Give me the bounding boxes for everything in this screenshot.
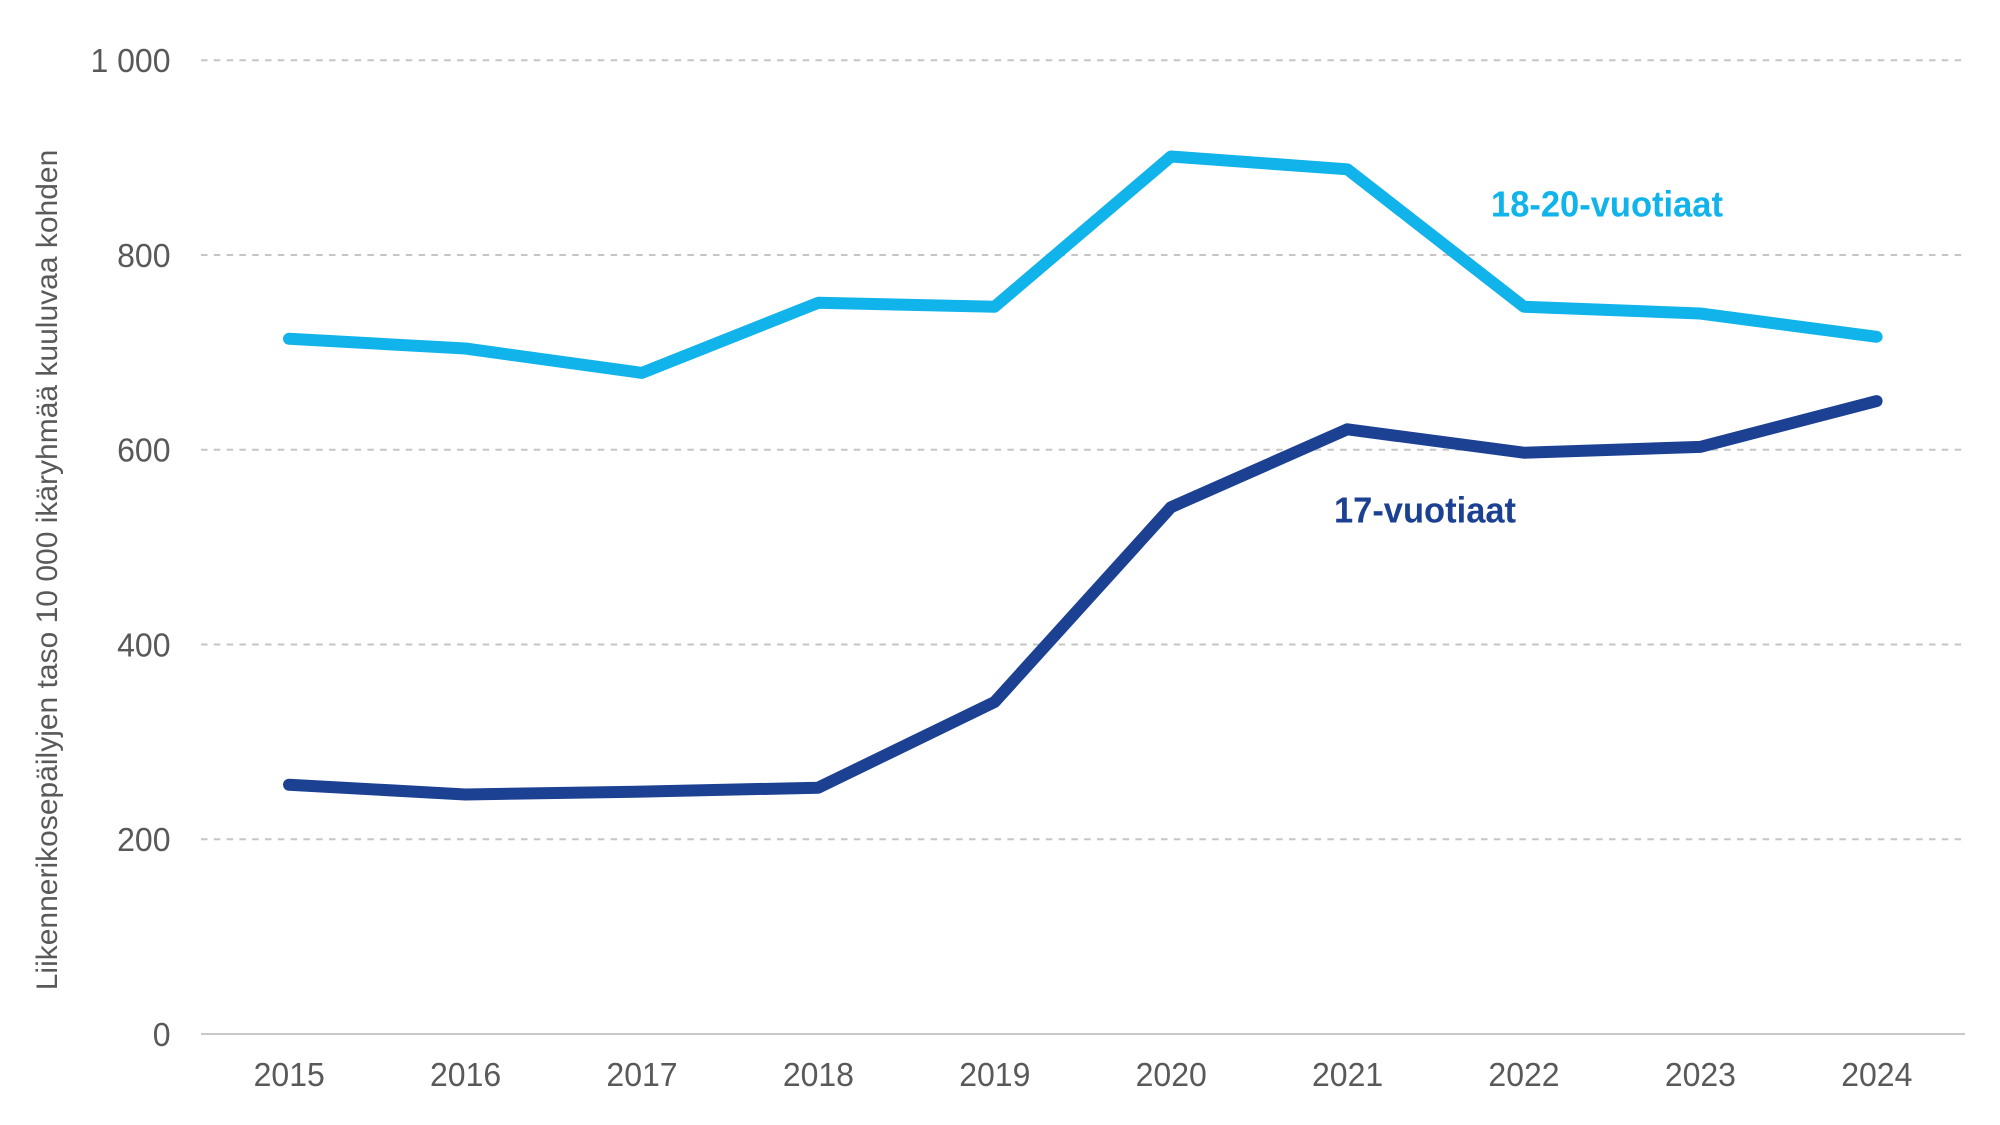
svg-text:1 000: 1 000 — [90, 41, 170, 79]
svg-text:2017: 2017 — [606, 1055, 677, 1093]
svg-text:2022: 2022 — [1488, 1055, 1559, 1093]
svg-text:2016: 2016 — [430, 1055, 501, 1093]
svg-text:0: 0 — [153, 1015, 171, 1053]
svg-text:2019: 2019 — [959, 1055, 1030, 1093]
svg-text:2024: 2024 — [1841, 1055, 1912, 1093]
svg-text:2023: 2023 — [1665, 1055, 1736, 1093]
svg-text:800: 800 — [117, 236, 170, 274]
svg-text:400: 400 — [117, 626, 170, 664]
svg-text:17-vuotiaat: 17-vuotiaat — [1334, 491, 1516, 531]
svg-text:600: 600 — [117, 431, 170, 469]
svg-text:2015: 2015 — [254, 1055, 325, 1093]
svg-text:Liikennerikosepäilyjen taso 10: Liikennerikosepäilyjen taso 10 000 ikäry… — [31, 150, 64, 991]
svg-text:18-20-vuotiaat: 18-20-vuotiaat — [1491, 185, 1723, 225]
svg-text:2020: 2020 — [1136, 1055, 1207, 1093]
svg-text:2021: 2021 — [1312, 1055, 1383, 1093]
svg-text:2018: 2018 — [783, 1055, 854, 1093]
svg-text:200: 200 — [117, 820, 170, 858]
